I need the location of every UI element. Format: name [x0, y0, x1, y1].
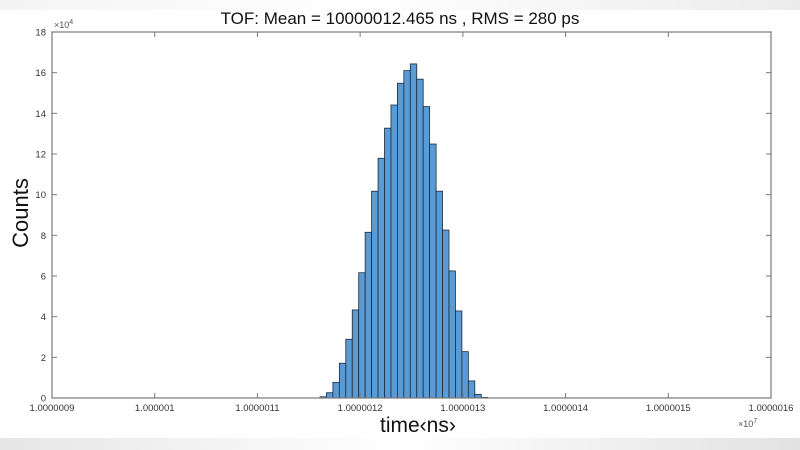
y-tick-label: 8 — [41, 231, 46, 242]
histogram-bar — [435, 190, 443, 399]
chart-title: TOF: Mean = 10000012.465 ns , RMS = 280 … — [220, 9, 580, 28]
histogram-bar — [377, 157, 385, 399]
histogram-bar — [326, 392, 334, 399]
x-tick-label: 1.0000013 — [440, 403, 485, 414]
x-tick-label: 1.000001 — [135, 403, 175, 414]
y-tick-label: 12 — [35, 150, 46, 161]
x-exponent: ×107 — [738, 418, 758, 429]
y-tick-label: 0 — [41, 394, 46, 405]
histogram-bar — [345, 338, 353, 399]
x-tick-label: 1.0000012 — [338, 403, 383, 414]
histogram-bar — [390, 104, 398, 399]
histogram-bar — [409, 63, 418, 399]
histogram-bar — [448, 270, 456, 399]
histogram-bar — [416, 78, 424, 399]
bottom-band — [0, 438, 800, 450]
x-tick-label: 1.0000009 — [30, 403, 75, 414]
x-tick-label: 1.0000015 — [646, 403, 691, 414]
y-exponent: ×104 — [54, 19, 74, 30]
histogram-bar — [338, 362, 347, 399]
histogram-bar — [384, 127, 392, 399]
y-tick-label: 16 — [35, 68, 46, 79]
histogram-bar — [467, 380, 476, 399]
histogram-bar — [422, 106, 431, 399]
x-tick-label: 1.0000016 — [749, 403, 794, 414]
histogram-bar — [364, 231, 372, 399]
x-tick-label: 1.0000014 — [543, 403, 588, 414]
histogram-bar — [429, 143, 437, 399]
histogram-bar — [455, 310, 463, 399]
histogram-bar — [403, 70, 411, 399]
y-tick-label: 14 — [35, 109, 46, 120]
y-tick-label: 10 — [35, 190, 46, 201]
x-axis-label: time‹ns› — [380, 414, 456, 437]
top-band — [0, 0, 800, 10]
axes-box — [51, 31, 772, 399]
y-tick-label: 6 — [41, 272, 46, 283]
x-tick-label: 1.0000011 — [235, 403, 279, 414]
histogram-bar — [442, 229, 450, 399]
histogram-bar — [358, 272, 366, 399]
histogram-bar — [351, 309, 360, 399]
histogram-bar — [461, 351, 469, 399]
y-tick-label: 2 — [41, 353, 46, 364]
y-tick-label: 4 — [41, 312, 46, 323]
histogram-bar — [396, 82, 405, 399]
y-tick-label: 18 — [35, 28, 46, 39]
histogram-bar — [371, 190, 379, 399]
histogram-bar — [332, 381, 340, 399]
